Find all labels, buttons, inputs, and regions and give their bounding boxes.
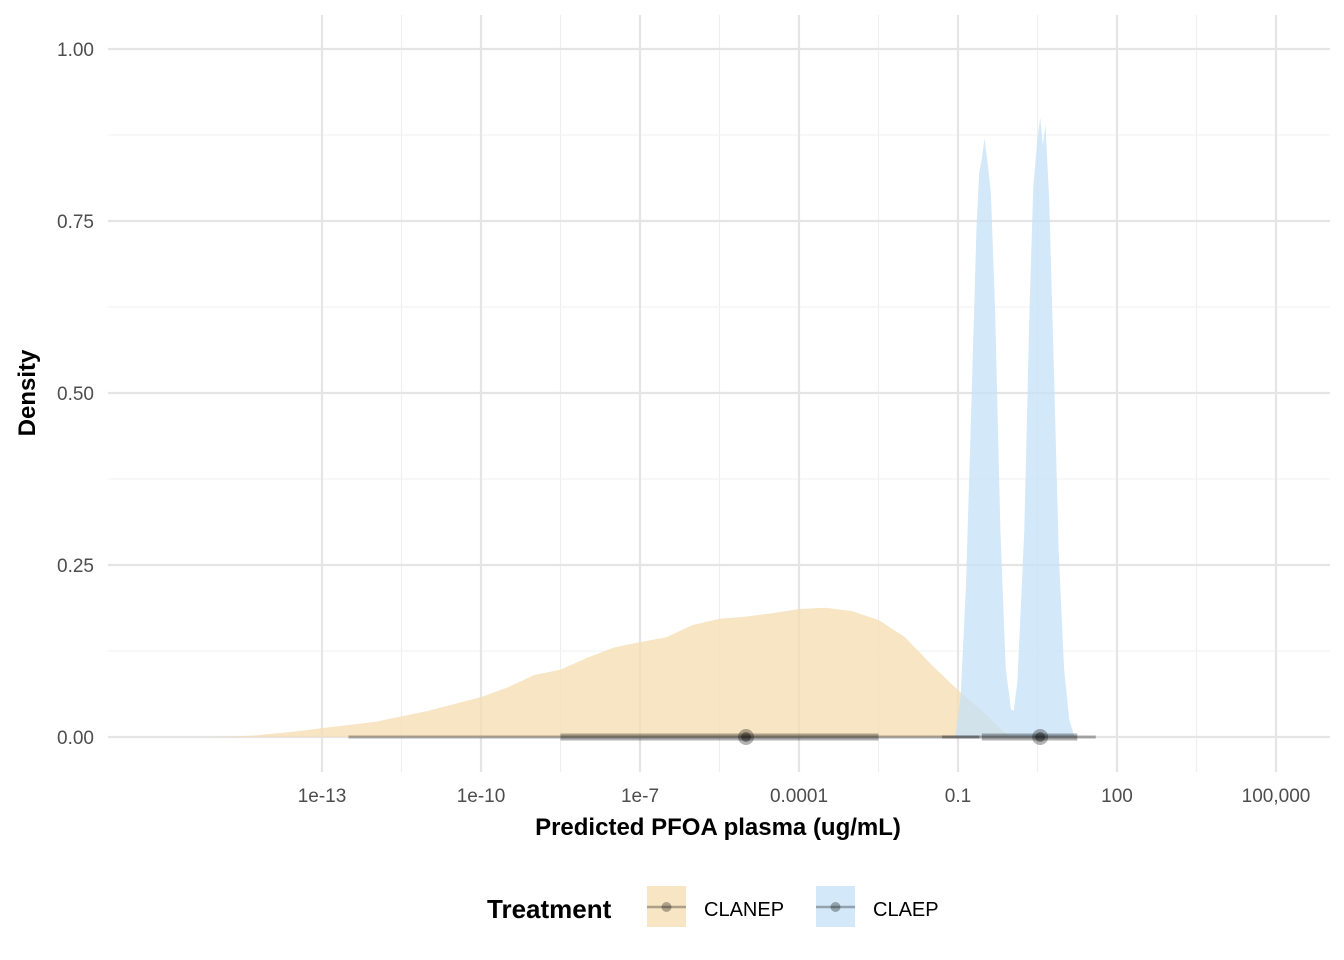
y-axis-ticks: 0.00 0.25 0.50 0.75 1.00 — [57, 40, 94, 749]
x-tick-label: 100 — [1101, 786, 1133, 807]
x-tick-label: 1e-13 — [298, 786, 347, 807]
median-point-clanep — [738, 729, 754, 745]
median-point-core-clanep — [741, 732, 751, 742]
y-tick-label: 0.50 — [57, 384, 94, 405]
legend-title: Treatment — [487, 894, 612, 924]
median-point-claep — [1032, 729, 1049, 745]
legend-swatch-claep — [816, 886, 855, 927]
x-tick-label: 0.0001 — [770, 786, 828, 807]
legend-items: CLANEP CLAEP — [647, 886, 939, 927]
interval-bars — [348, 729, 1096, 745]
x-tick-label: 100,000 — [1242, 786, 1311, 807]
x-axis-ticks: 1e-13 1e-10 1e-7 0.0001 0.1 100 100,000 — [298, 786, 1311, 807]
density-area-clanep — [216, 607, 1011, 737]
y-tick-label: 1.00 — [57, 40, 94, 61]
legend-point-claep — [830, 902, 841, 912]
legend-swatch-clanep — [647, 886, 686, 927]
y-tick-label: 0.75 — [57, 212, 94, 233]
y-tick-label: 0.25 — [57, 556, 94, 577]
median-point-core-claep — [1035, 732, 1046, 742]
x-tick-label: 1e-10 — [457, 786, 506, 807]
legend-point-clanep — [661, 902, 672, 912]
legend-label-clanep: CLANEP — [704, 899, 784, 921]
legend: Treatment CLANEP CLAEP — [487, 886, 939, 927]
y-tick-label: 0.00 — [57, 728, 94, 749]
x-tick-label: 0.1 — [945, 786, 971, 807]
x-axis-title: Predicted PFOA plasma (ug/mL) — [535, 814, 901, 841]
y-axis-title: Density — [14, 349, 41, 436]
legend-label-claep: CLAEP — [873, 899, 939, 921]
density-area-claep — [955, 117, 1075, 738]
density-areas — [216, 117, 1075, 738]
x-tick-label: 1e-7 — [621, 786, 659, 807]
